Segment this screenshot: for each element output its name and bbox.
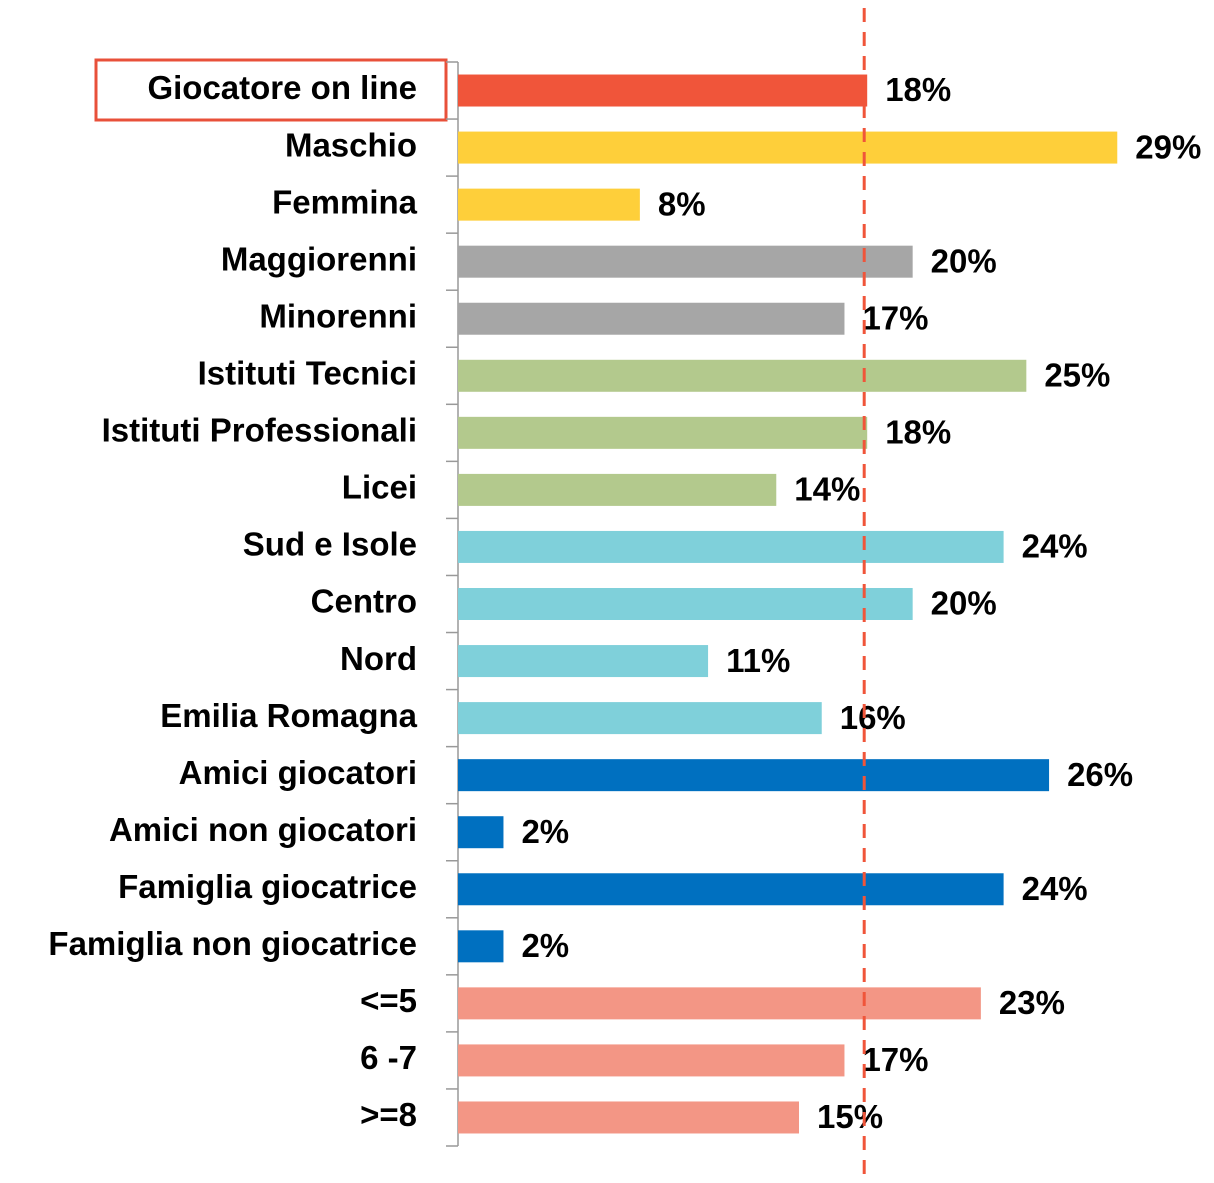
bar	[458, 645, 709, 678]
value-label: 24%	[1022, 870, 1088, 907]
bar	[458, 702, 822, 735]
category-label: Emilia Romagna	[160, 697, 417, 734]
category-label: Femmina	[272, 183, 418, 220]
value-label: 2%	[521, 813, 569, 850]
value-label: 14%	[794, 471, 860, 508]
category-label: Centro	[311, 583, 417, 620]
value-label: 17%	[862, 1041, 928, 1078]
highlight-box	[94, 58, 448, 122]
category-label: Minorenni	[259, 297, 417, 334]
bar	[458, 930, 504, 963]
bar	[458, 473, 777, 506]
bar	[458, 302, 845, 335]
category-label: Maggiorenni	[221, 240, 417, 277]
bar	[458, 530, 1004, 563]
bar	[458, 416, 868, 449]
category-label: <=5	[360, 982, 417, 1019]
value-label: 20%	[931, 242, 997, 279]
category-label: Famiglia giocatrice	[118, 868, 417, 905]
bar	[458, 588, 913, 620]
bar	[458, 873, 1004, 906]
value-label: 8%	[658, 185, 706, 222]
bar	[458, 759, 1050, 792]
value-label: 23%	[999, 984, 1065, 1021]
category-label: 6 -7	[360, 1039, 417, 1076]
bar	[458, 245, 913, 278]
value-label: 25%	[1044, 357, 1110, 394]
value-label: 2%	[521, 927, 569, 964]
value-label: 18%	[885, 71, 951, 108]
value-label: 29%	[1135, 128, 1201, 165]
category-label: >=8	[360, 1096, 417, 1133]
value-label: 26%	[1067, 756, 1133, 793]
value-label: 15%	[817, 1098, 883, 1135]
value-label: 20%	[931, 585, 997, 622]
value-label: 24%	[1022, 528, 1088, 565]
bar	[458, 1101, 799, 1134]
category-label: Nord	[340, 640, 417, 677]
bar	[458, 1044, 845, 1077]
category-label: Famiglia non giocatrice	[48, 925, 417, 962]
category-label: Amici giocatori	[179, 754, 417, 791]
bar	[458, 987, 981, 1020]
value-label: 11%	[726, 642, 790, 679]
category-label: Maschio	[285, 126, 417, 163]
category-label: Sud e Isole	[243, 526, 417, 563]
category-label: Istituti Tecnici	[198, 355, 417, 392]
bar	[458, 131, 1118, 164]
bar	[458, 74, 868, 107]
value-label: 18%	[885, 414, 951, 451]
value-label: 16%	[840, 699, 906, 736]
category-label: Giocatore on line	[147, 69, 417, 106]
category-label: Licei	[342, 469, 417, 506]
category-label: Istituti Professionali	[102, 412, 417, 449]
bar	[458, 359, 1027, 392]
bar	[458, 816, 504, 849]
value-label: 17%	[862, 299, 928, 336]
category-label: Amici non giocatori	[109, 811, 417, 848]
bar	[458, 188, 640, 221]
